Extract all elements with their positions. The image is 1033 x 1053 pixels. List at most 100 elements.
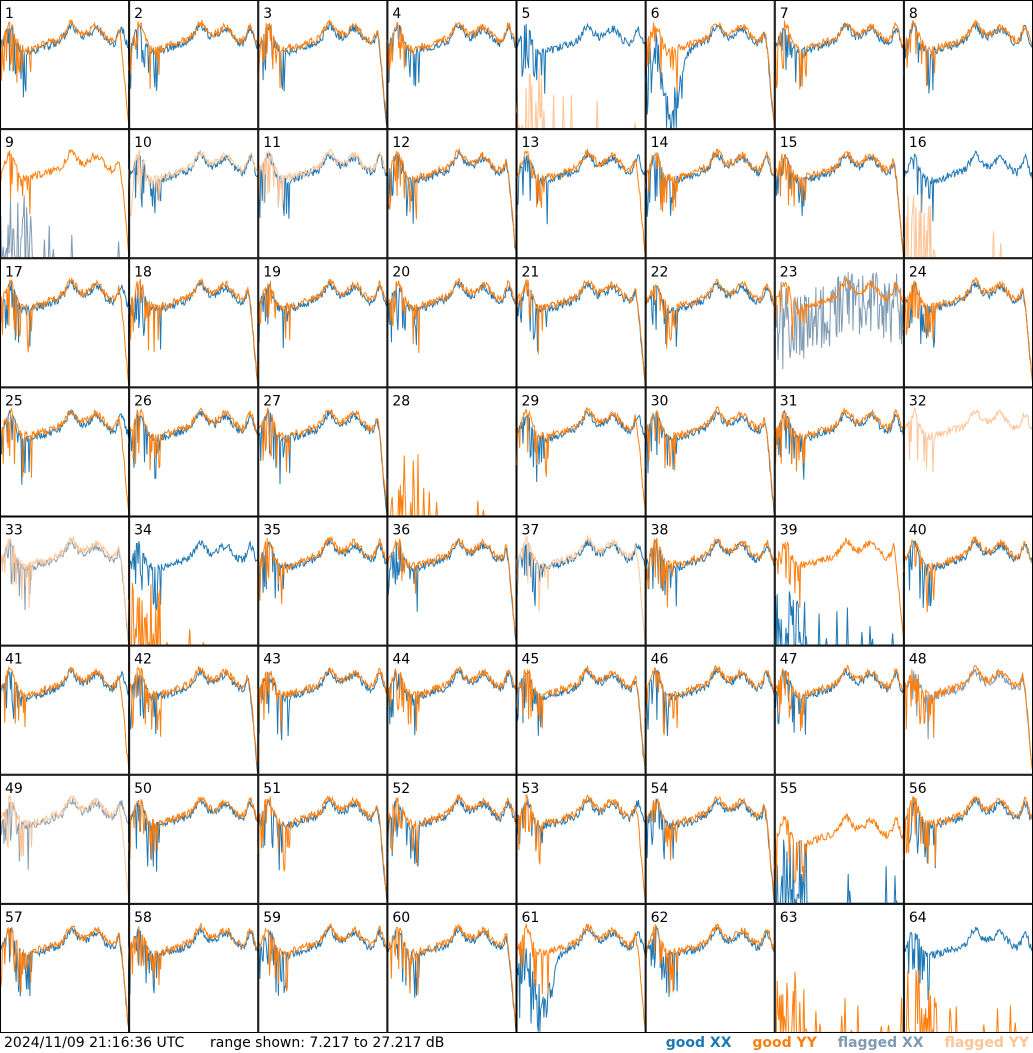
tile-label-45: 45 bbox=[522, 652, 540, 668]
tile-41: 41 bbox=[0, 645, 130, 775]
trace-yy-52 bbox=[386, 794, 517, 867]
tile-label-47: 47 bbox=[780, 652, 798, 668]
tile-border-61 bbox=[516, 903, 646, 1033]
trace-yy-54 bbox=[645, 795, 776, 901]
trace-xx-27 bbox=[258, 410, 388, 516]
tile-19: 19 bbox=[257, 258, 388, 388]
tile-label-59: 59 bbox=[263, 910, 281, 926]
tile-label-31: 31 bbox=[780, 393, 798, 409]
tile-border-52 bbox=[387, 774, 517, 904]
tile-56: 56 bbox=[903, 774, 1033, 904]
tile-label-40: 40 bbox=[909, 523, 927, 539]
tile-label-23: 23 bbox=[780, 264, 798, 280]
trace-yy-42 bbox=[128, 666, 259, 773]
tile-label-52: 52 bbox=[392, 781, 410, 797]
trace-xx-8 bbox=[903, 21, 1033, 94]
trace-yy-2 bbox=[128, 19, 259, 89]
tile-4: 4 bbox=[386, 0, 517, 130]
tile-63: 63 bbox=[774, 903, 904, 1033]
tile-label-8: 8 bbox=[909, 6, 918, 22]
tile-label-62: 62 bbox=[651, 910, 669, 926]
tile-15: 15 bbox=[774, 129, 905, 259]
trace-yy-32 bbox=[903, 407, 1033, 473]
tile-54: 54 bbox=[645, 774, 776, 904]
trace-yy-4 bbox=[386, 21, 517, 84]
tile-6: 6 bbox=[645, 0, 776, 130]
tile-52: 52 bbox=[386, 774, 517, 904]
tile-label-61: 61 bbox=[522, 910, 540, 926]
trace-yy-8 bbox=[903, 19, 1033, 87]
tile-border-9 bbox=[0, 129, 130, 259]
tile-57: 57 bbox=[0, 903, 130, 1033]
trace-xx-57 bbox=[0, 925, 130, 1032]
trace-yy-27 bbox=[258, 407, 388, 516]
trace-yy-10 bbox=[128, 150, 259, 217]
trace-yy-26 bbox=[128, 407, 259, 471]
trace-yy-49 bbox=[0, 795, 130, 903]
trace-yy-51 bbox=[257, 794, 388, 899]
tile-border-43 bbox=[258, 645, 388, 775]
trace-yy-7 bbox=[774, 20, 905, 90]
tile-12: 12 bbox=[386, 129, 517, 259]
tile-border-13 bbox=[516, 129, 646, 259]
tile-24: 24 bbox=[903, 258, 1033, 388]
trace-yy-11 bbox=[257, 148, 388, 208]
tile-border-36 bbox=[387, 516, 517, 646]
legend: good XX good YY flagged XX flagged YY bbox=[650, 1033, 1029, 1053]
tile-label-19: 19 bbox=[263, 264, 281, 280]
tile-label-46: 46 bbox=[651, 652, 669, 668]
trace-yy-19 bbox=[257, 278, 388, 341]
trace-yy-30 bbox=[645, 406, 776, 515]
trace-yy-18 bbox=[128, 277, 259, 385]
trace-xx-50 bbox=[128, 799, 259, 872]
tile-label-44: 44 bbox=[392, 652, 410, 668]
tile-border-20 bbox=[387, 258, 517, 388]
trace-xx-52 bbox=[386, 796, 517, 867]
trace-yy-39 bbox=[774, 537, 905, 645]
tile-23: 23 bbox=[774, 258, 905, 388]
tile-label-16: 16 bbox=[909, 135, 927, 151]
tile-label-10: 10 bbox=[134, 135, 152, 151]
trace-xx-10 bbox=[128, 150, 259, 214]
tile-label-1: 1 bbox=[5, 6, 14, 22]
trace-yy-33 bbox=[0, 535, 130, 645]
trace-yy-13 bbox=[516, 148, 647, 255]
tile-label-28: 28 bbox=[392, 393, 410, 409]
tile-label-43: 43 bbox=[263, 652, 281, 668]
tile-label-7: 7 bbox=[780, 6, 789, 22]
trace-yy-31 bbox=[774, 406, 905, 472]
tile-border-6 bbox=[645, 0, 775, 130]
tile-label-9: 9 bbox=[5, 135, 14, 151]
tile-46: 46 bbox=[645, 645, 776, 775]
tile-label-6: 6 bbox=[651, 6, 660, 22]
trace-yy-55 bbox=[774, 813, 905, 884]
tile-label-42: 42 bbox=[134, 652, 152, 668]
trace-yy-48 bbox=[903, 664, 1033, 774]
tile-border-22 bbox=[645, 258, 775, 388]
trace-xx-22 bbox=[645, 280, 776, 348]
trace-xx-54 bbox=[645, 798, 776, 903]
tile-border-51 bbox=[258, 774, 388, 904]
tile-border-17 bbox=[0, 258, 130, 388]
tile-border-63 bbox=[774, 903, 904, 1033]
tile-16: 16 bbox=[903, 129, 1033, 259]
trace-yy-21 bbox=[516, 279, 647, 387]
tile-label-15: 15 bbox=[780, 135, 798, 151]
tile-label-33: 33 bbox=[5, 523, 23, 539]
tile-border-46 bbox=[645, 645, 775, 775]
trace-xx-2 bbox=[128, 22, 259, 92]
tile-32: 32 bbox=[903, 387, 1033, 517]
tile-47: 47 bbox=[774, 645, 905, 775]
tile-border-45 bbox=[516, 645, 646, 775]
tile-border-12 bbox=[387, 129, 517, 259]
tile-border-3 bbox=[258, 0, 388, 130]
tile-18: 18 bbox=[128, 258, 259, 388]
trace-yy-1 bbox=[0, 19, 130, 128]
tile-border-27 bbox=[258, 387, 388, 517]
trace-yy-5 bbox=[516, 68, 646, 130]
trace-yy-38 bbox=[645, 537, 776, 608]
trace-xx-16 bbox=[903, 150, 1033, 222]
tile-42: 42 bbox=[128, 645, 259, 775]
tile-1: 1 bbox=[0, 0, 130, 130]
